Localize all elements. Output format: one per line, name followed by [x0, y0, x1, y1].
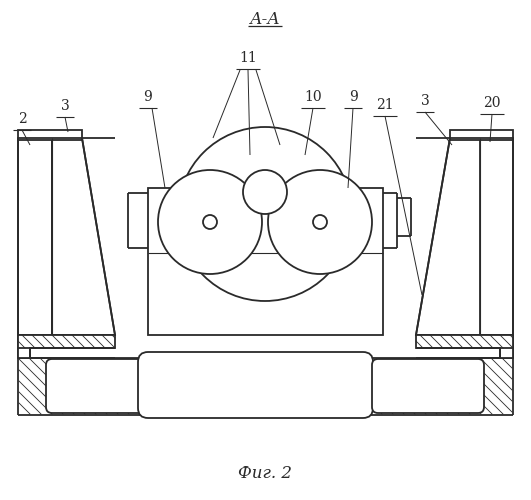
- Text: 20: 20: [483, 96, 501, 110]
- Circle shape: [243, 170, 287, 214]
- FancyBboxPatch shape: [46, 359, 158, 413]
- Bar: [450, 130, 513, 140]
- Text: 9: 9: [143, 90, 152, 104]
- Circle shape: [158, 170, 262, 274]
- Polygon shape: [18, 138, 52, 335]
- FancyBboxPatch shape: [138, 352, 373, 418]
- Text: 2: 2: [18, 112, 27, 126]
- Circle shape: [313, 215, 327, 229]
- Text: 9: 9: [349, 90, 357, 104]
- Polygon shape: [416, 335, 513, 358]
- Text: 11: 11: [239, 51, 257, 65]
- Text: 3: 3: [61, 99, 70, 113]
- Polygon shape: [416, 138, 480, 335]
- Text: А-А: А-А: [250, 12, 280, 28]
- Polygon shape: [52, 138, 115, 335]
- Text: 3: 3: [421, 94, 430, 108]
- Bar: [18, 130, 82, 140]
- Text: 21: 21: [376, 98, 394, 112]
- Circle shape: [268, 170, 372, 274]
- FancyBboxPatch shape: [372, 359, 484, 413]
- Bar: [148, 188, 383, 335]
- Text: Фиг. 2: Фиг. 2: [238, 466, 292, 482]
- Polygon shape: [18, 335, 115, 358]
- Text: 10: 10: [304, 90, 322, 104]
- Circle shape: [203, 215, 217, 229]
- Polygon shape: [480, 138, 513, 335]
